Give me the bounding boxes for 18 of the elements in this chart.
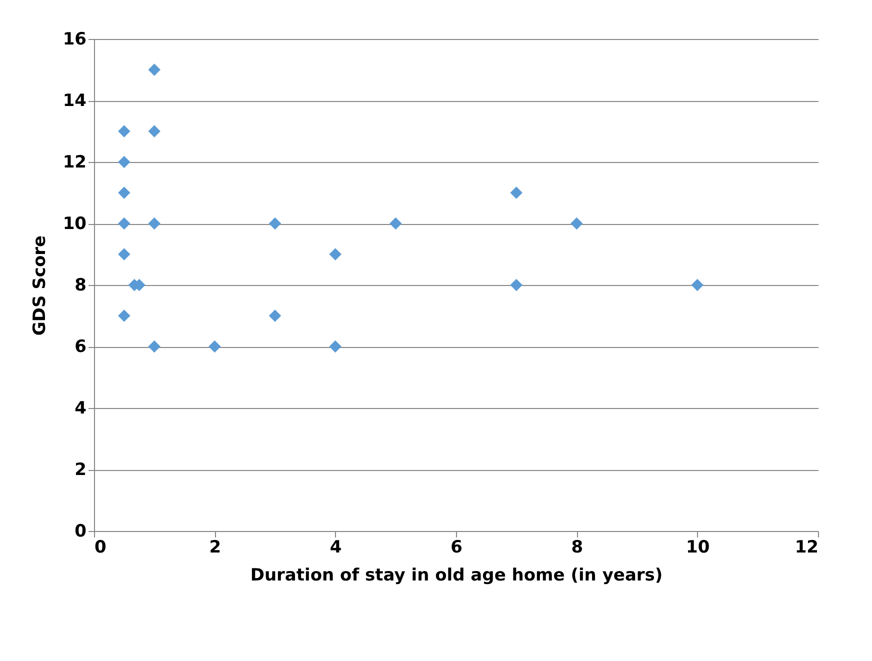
x-axis-title: Duration of stay in old age home (in years) <box>250 566 663 586</box>
y-tick-label: 10 <box>62 214 87 234</box>
y-tick-label: 16 <box>62 30 86 50</box>
x-tick-label: 4 <box>330 538 342 558</box>
x-tick-label: 8 <box>571 538 584 558</box>
x-tick-label: 2 <box>209 538 222 558</box>
x-tick-label: 10 <box>686 538 710 558</box>
y-tick-label: 12 <box>62 152 86 172</box>
x-tick-label: 6 <box>450 538 462 558</box>
y-tick-label: 6 <box>74 337 86 357</box>
y-tick-label: 0 <box>74 522 87 542</box>
y-tick-label: 2 <box>74 460 86 480</box>
y-tick-label: 8 <box>74 276 86 296</box>
x-tick-label: 12 <box>794 538 818 558</box>
x-tick-label: 0 <box>94 538 106 558</box>
y-tick-label: 4 <box>74 398 87 418</box>
y-tick-label: 14 <box>62 91 87 111</box>
y-axis-title: GDS Score <box>30 235 50 336</box>
